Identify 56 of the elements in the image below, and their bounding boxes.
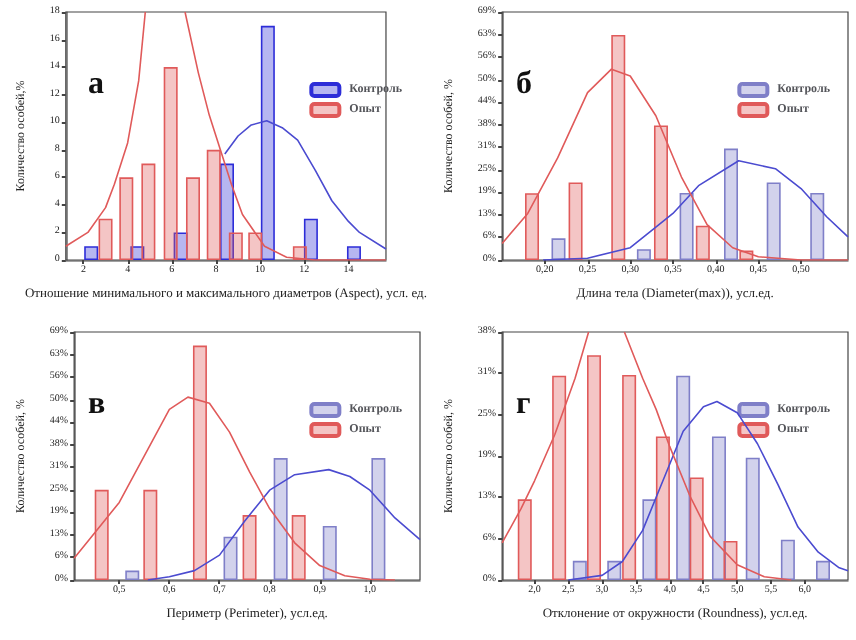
bar (260, 25, 275, 260)
bar (653, 125, 668, 260)
bar (141, 163, 156, 260)
bar (723, 540, 738, 580)
line-series (542, 160, 849, 261)
bar (248, 232, 263, 260)
bar (766, 182, 781, 260)
bar (143, 489, 158, 580)
bar (185, 177, 200, 260)
bar (572, 560, 587, 580)
bar (622, 374, 637, 580)
bar (724, 148, 738, 260)
bar (223, 536, 238, 580)
line-series (567, 400, 849, 581)
bar (163, 67, 178, 260)
bar (587, 355, 601, 580)
line-series (147, 468, 421, 581)
bar (94, 489, 109, 580)
bar (525, 193, 540, 260)
bar (517, 499, 532, 580)
bar (679, 192, 694, 260)
bar (745, 457, 760, 580)
annotation: а (88, 67, 104, 101)
bar (636, 249, 651, 260)
bar (371, 458, 386, 580)
line-series (223, 120, 387, 250)
bar (816, 560, 831, 580)
bar (642, 499, 657, 580)
annotation: в (88, 387, 106, 421)
bar (711, 436, 726, 580)
bar (84, 246, 99, 260)
bar (810, 192, 825, 260)
bar (98, 218, 113, 260)
bar (291, 515, 306, 580)
bar (303, 218, 318, 260)
annotation: б (516, 67, 532, 101)
bar (206, 149, 221, 260)
bar (273, 458, 288, 580)
bar (780, 539, 795, 580)
bar (322, 525, 337, 580)
bar (228, 232, 243, 260)
bar (119, 177, 134, 260)
bar (568, 182, 583, 260)
bar (292, 246, 307, 260)
bar (552, 375, 567, 580)
bar (346, 246, 361, 260)
bar (676, 375, 691, 580)
annotation: г (516, 387, 531, 421)
bar (655, 436, 670, 580)
bar (242, 515, 257, 580)
bar (689, 477, 704, 580)
bar (611, 34, 626, 260)
bar (192, 345, 207, 580)
bar (551, 238, 566, 260)
bar (695, 225, 710, 260)
bar (125, 570, 140, 580)
